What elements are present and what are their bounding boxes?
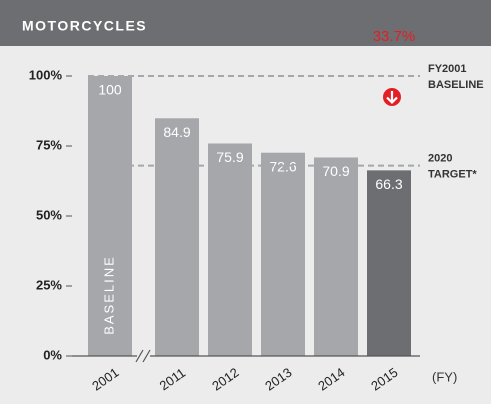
reference-label: FY2001 [428, 63, 467, 75]
value-label: 75.9 [216, 149, 243, 165]
reference-label: BASELINE [428, 79, 484, 91]
bar [208, 143, 252, 356]
reduction-label: 33.7% [373, 28, 416, 45]
value-label: 100 [98, 82, 122, 98]
bar [261, 152, 305, 356]
reference-label: TARGET* [428, 169, 477, 181]
bar [314, 157, 358, 356]
x-axis-label: (FY) [432, 369, 457, 384]
y-tick-label: 100% [29, 67, 63, 82]
axis-break-gap [137, 350, 150, 362]
down-arrow [386, 91, 398, 105]
y-tick-label: 50% [36, 207, 62, 222]
chart-title: MOTORCYCLES [22, 18, 147, 34]
y-tick-label: 0% [43, 347, 62, 362]
y-tick-label: 25% [36, 277, 62, 292]
y-tick-label: 75% [36, 137, 62, 152]
reference-label: 2020 [428, 153, 452, 165]
value-label: 70.9 [322, 163, 349, 179]
bar-annotation: BASELINE [101, 255, 116, 335]
bar [367, 170, 411, 356]
bar [88, 76, 132, 356]
bar [155, 118, 199, 356]
value-label: 84.9 [163, 124, 190, 140]
axis-break [135, 349, 151, 363]
value-label: 66.3 [375, 176, 402, 192]
header-bar [0, 0, 491, 46]
